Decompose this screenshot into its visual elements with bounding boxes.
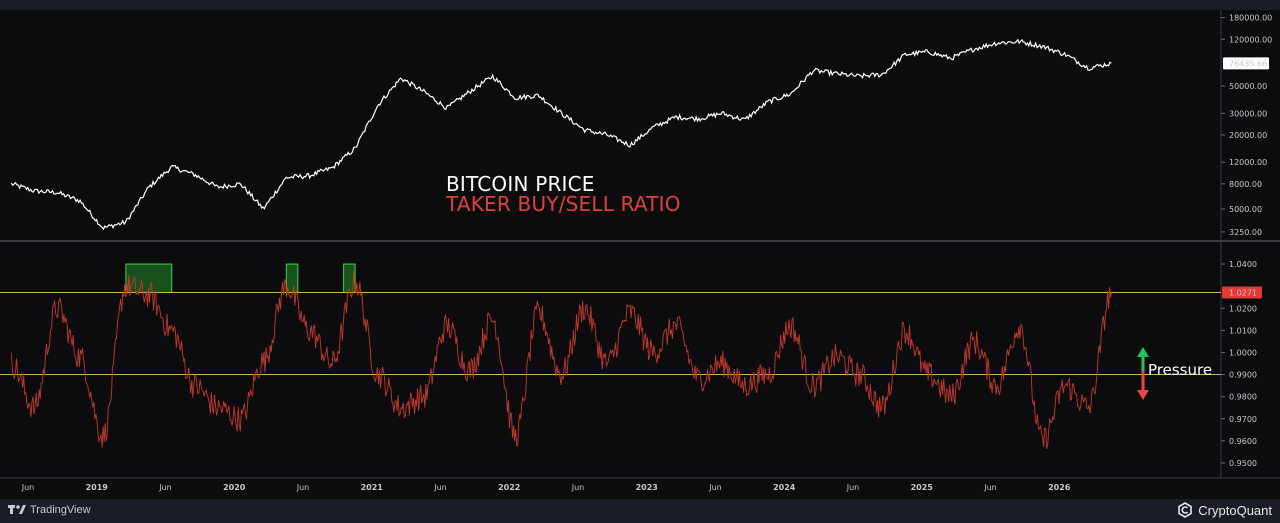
top-bar — [0, 0, 1280, 10]
ratio-axis-label: 1.0200 — [1229, 304, 1257, 313]
time-axis-year-label: 2021 — [361, 483, 384, 492]
time-axis-month-label: Jun — [846, 483, 860, 492]
time-axis-year-label: 2025 — [911, 483, 934, 492]
ratio-axis-label: 1.0400 — [1229, 260, 1257, 269]
price-title: BITCOIN PRICE — [446, 172, 595, 196]
tradingview-icon — [8, 505, 26, 514]
footer-bar: TradingView CryptoQuant — [0, 499, 1280, 523]
time-axis-month-label: Jun — [21, 483, 35, 492]
sell-pressure-shaft — [1141, 371, 1145, 391]
time-axis: Jun 2019 Jun 2020 Jun 2021 Jun 2022 Jun 2023 Jun 20… — [21, 483, 1071, 492]
ratio-title: TAKER BUY/SELL RATIO — [446, 192, 681, 216]
price-axis-label: 50000.00 — [1229, 82, 1267, 91]
sell-pressure-down-arrow — [1137, 390, 1149, 400]
time-axis-month-label: Jun — [296, 483, 310, 492]
ratio-axis-label: 0.9900 — [1229, 371, 1257, 380]
price-axis-label: 12000.00 — [1229, 158, 1267, 167]
tradingview-label: TradingView — [30, 504, 91, 516]
price-axis-label: 3250.00 — [1229, 228, 1262, 237]
price-axis-label: 30000.00 — [1229, 109, 1267, 118]
ratio-axis-label: 0.9600 — [1229, 437, 1257, 446]
price-axis-label: 180000.00 — [1229, 14, 1272, 23]
pressure-label: Pressure — [1148, 361, 1213, 379]
tradingview-logo[interactable]: TradingView — [8, 503, 91, 517]
price-axis: 3250.00 5000.00 8000.00 12000.00 20000.00 300… — [1221, 14, 1272, 237]
price-last-value-label: 76435.66 — [1229, 59, 1267, 68]
ratio-last-value-label: 1.0271 — [1229, 289, 1257, 298]
pressure-arrows — [1137, 347, 1149, 400]
ratio-axis-label: 1.0100 — [1229, 326, 1257, 335]
price-series-line — [10, 38, 1112, 231]
time-axis-year-label: 2020 — [223, 483, 246, 492]
buy-pressure-shaft — [1141, 356, 1145, 371]
time-axis-year-label: 2023 — [636, 483, 658, 492]
time-axis-month-label: Jun — [571, 483, 585, 492]
time-axis-month-label: Jun — [983, 483, 997, 492]
time-axis-year-label: 2024 — [773, 483, 796, 492]
time-axis-month-label: Jun — [158, 483, 172, 492]
ratio-axis-label: 0.9800 — [1229, 393, 1257, 402]
price-axis-label: 8000.00 — [1229, 180, 1262, 189]
time-axis-year-label: 2019 — [86, 483, 109, 492]
cryptoquant-label: CryptoQuant — [1198, 502, 1272, 518]
time-axis-year-label: 2026 — [1048, 483, 1071, 492]
ratio-series-line — [10, 270, 1112, 450]
ratio-axis-label: 0.9700 — [1229, 415, 1257, 424]
time-axis-month-label: Jun — [433, 483, 447, 492]
ratio-pane — [0, 263, 1221, 450]
price-pane — [10, 38, 1112, 231]
price-axis-label: 20000.00 — [1229, 131, 1267, 140]
buy-pressure-up-arrow — [1137, 347, 1149, 357]
ratio-axis-label: 1.0000 — [1229, 348, 1257, 357]
price-last-value-badge — [1223, 57, 1269, 70]
ratio-axis: 0.9500 0.9600 0.9700 0.9800 0.9900 1.0000 1.01… — [1221, 260, 1262, 468]
time-axis-month-label: Jun — [708, 483, 722, 492]
price-axis-label: 120000.00 — [1229, 35, 1272, 44]
cryptoquant-icon — [1178, 502, 1193, 518]
cryptoquant-logo[interactable]: CryptoQuant — [1177, 502, 1272, 518]
ratio-axis-label: 0.9500 — [1229, 459, 1257, 468]
ratio-last-value-badge — [1222, 286, 1262, 299]
price-axis-label: 5000.00 — [1229, 205, 1262, 214]
time-axis-year-label: 2022 — [498, 483, 520, 492]
